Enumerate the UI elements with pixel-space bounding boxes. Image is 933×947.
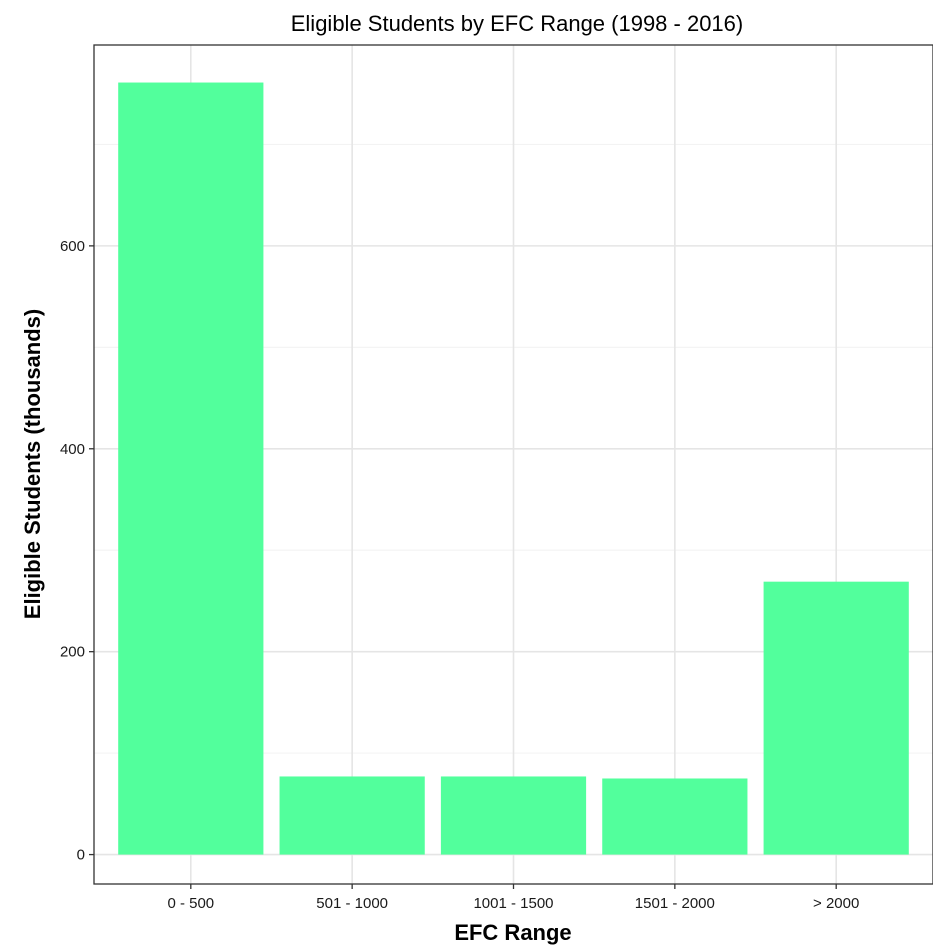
x-axis: 0 - 500 501 - 1000 1001 - 1500 1501 - 2000 >…: [167, 884, 859, 912]
y-axis: 0 200 400 600: [60, 238, 94, 864]
x-axis-title: EFC Range: [454, 920, 571, 945]
chart-title: Eligible Students by EFC Range (1998 - 2…: [291, 11, 743, 36]
bar-3: [440, 776, 587, 855]
bar-1: [118, 82, 264, 855]
x-tick-label: 501 - 1000: [316, 895, 388, 912]
bar-5: [763, 581, 909, 855]
y-tick-label: 200: [60, 644, 85, 661]
x-tick-label: 0 - 500: [167, 895, 214, 912]
x-tick-label: 1501 - 2000: [635, 895, 715, 912]
bar-2: [279, 776, 425, 855]
y-tick-label: 0: [77, 847, 85, 864]
bars: [118, 82, 909, 855]
y-axis-title: Eligible Students (thousands): [20, 309, 45, 619]
y-tick-label: 600: [60, 238, 85, 255]
x-tick-label: 1001 - 1500: [473, 895, 553, 912]
bar-4: [602, 778, 748, 855]
y-tick-label: 400: [60, 441, 85, 458]
x-tick-label: > 2000: [813, 895, 859, 912]
